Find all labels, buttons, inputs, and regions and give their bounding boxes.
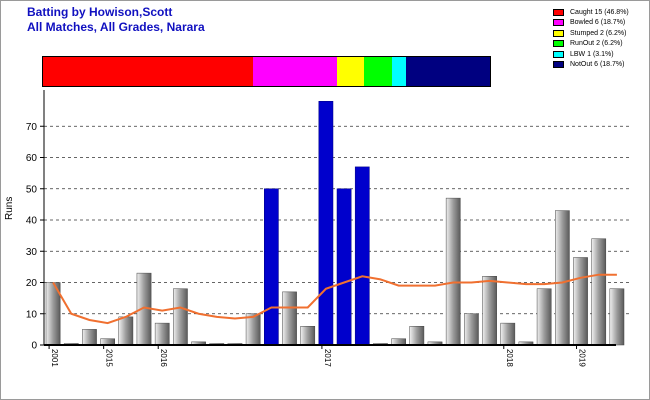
dismissal-segment bbox=[364, 57, 393, 86]
x-tick-label: 2019 bbox=[578, 349, 587, 367]
average-line bbox=[52, 273, 617, 325]
legend-swatch bbox=[553, 19, 564, 27]
legend-label: Bowled 6 (18.7%) bbox=[570, 19, 626, 27]
bar bbox=[354, 166, 370, 346]
y-tick-label: 40 bbox=[26, 216, 38, 227]
x-tick-label: 2018 bbox=[505, 349, 514, 367]
y-tick-label: 70 bbox=[26, 122, 38, 133]
chart-subtitle: All Matches, All Grades, Narara bbox=[27, 20, 205, 34]
bar bbox=[264, 188, 279, 346]
bar bbox=[445, 197, 461, 346]
legend-swatch bbox=[553, 61, 564, 69]
dismissal-segment bbox=[43, 57, 253, 86]
bar bbox=[173, 288, 188, 346]
x-tick-label: 2001 bbox=[50, 349, 59, 367]
legend-swatch bbox=[553, 29, 564, 37]
dismissal-summary-bar bbox=[42, 56, 491, 87]
dismissal-segment bbox=[336, 57, 365, 86]
x-tick-label: 2017 bbox=[323, 349, 332, 367]
dismissal-segment bbox=[406, 57, 491, 86]
legend-item: Bowled 6 (18.7%) bbox=[553, 18, 629, 29]
legend-swatch bbox=[553, 8, 564, 16]
bar bbox=[555, 210, 570, 346]
legend-item: Stumped 2 (6.2%) bbox=[553, 28, 629, 39]
legend-label: Stumped 2 (6.2%) bbox=[570, 29, 627, 37]
dismissal-segment bbox=[392, 57, 407, 86]
x-tick-label: 2016 bbox=[159, 349, 168, 367]
bar bbox=[336, 188, 352, 346]
legend: Caught 15 (46.8%) Bowled 6 (18.7%) Stumped… bbox=[553, 7, 629, 70]
y-tick-label: 60 bbox=[26, 153, 38, 164]
legend-item: Caught 15 (46.8%) bbox=[553, 7, 629, 18]
legend-label: Caught 15 (46.8%) bbox=[570, 8, 629, 16]
bar bbox=[300, 326, 316, 346]
y-tick-label: 20 bbox=[26, 278, 38, 289]
legend-label: LBW 1 (3.1%) bbox=[570, 50, 614, 58]
legend-item: NotOut 6 (18.7%) bbox=[553, 60, 629, 71]
bar bbox=[409, 326, 425, 346]
legend-item: RunOut 2 (6.2%) bbox=[553, 39, 629, 50]
dismissal-segment bbox=[252, 57, 337, 86]
x-tick-label: 2015 bbox=[105, 349, 114, 367]
bar bbox=[464, 313, 479, 346]
bar bbox=[591, 238, 607, 346]
legend-label: RunOut 2 (6.2%) bbox=[570, 40, 623, 48]
bar bbox=[536, 288, 552, 346]
y-tick-label: 0 bbox=[31, 341, 37, 352]
bar bbox=[482, 276, 497, 346]
legend-swatch bbox=[553, 50, 564, 58]
bar bbox=[573, 257, 588, 346]
bar bbox=[609, 288, 625, 346]
bar bbox=[118, 316, 134, 346]
bar bbox=[245, 313, 261, 346]
bar bbox=[318, 101, 334, 346]
bar bbox=[500, 322, 516, 346]
y-tick-label: 50 bbox=[26, 184, 38, 195]
y-tick-label: 10 bbox=[26, 309, 38, 320]
legend-label: NotOut 6 (18.7%) bbox=[570, 61, 625, 69]
y-tick-label: 30 bbox=[26, 247, 38, 258]
chart-title: Batting by Howison,Scott bbox=[27, 5, 173, 19]
bar bbox=[154, 322, 170, 346]
legend-item: LBW 1 (3.1%) bbox=[553, 49, 629, 60]
legend-swatch bbox=[553, 40, 564, 48]
bar bbox=[82, 329, 97, 346]
bar bbox=[282, 291, 297, 346]
y-axis-label: Runs bbox=[4, 196, 15, 220]
